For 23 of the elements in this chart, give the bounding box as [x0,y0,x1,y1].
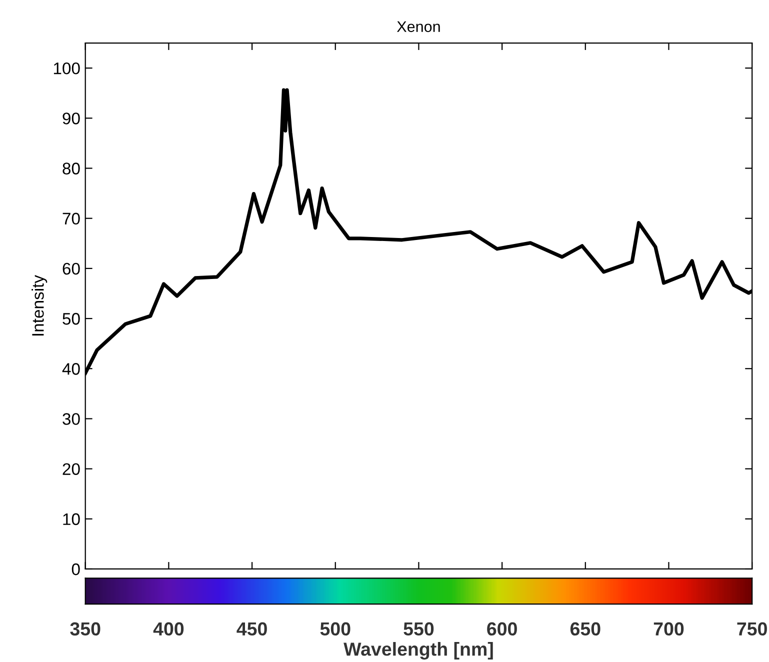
x-tick-label: 450 [236,622,267,636]
y-tick-label: 100 [54,62,80,74]
y-tick-label: 40 [62,363,80,375]
y-tick-label: 20 [62,463,80,476]
y-axis-title: Intensity [32,275,48,336]
y-tick-label: 70 [62,212,80,225]
x-tick-label: 650 [570,622,600,636]
y-tick-label: 50 [62,312,80,325]
y-tick-label: 90 [62,112,80,124]
y-tick-label: 60 [62,262,80,275]
x-tick-label: 750 [737,622,767,636]
x-tick-label: 350 [70,622,100,636]
x-axis-title: Wavelength [nm] [344,642,493,660]
x-tick-label: 500 [320,622,350,636]
y-tick-label: 10 [63,513,80,526]
y-tick-label: 30 [62,413,80,425]
x-tick-label: 600 [487,622,517,636]
chart-title: Xenon [396,21,440,32]
x-tick-label: 550 [404,622,434,636]
y-tick-label: 80 [62,162,80,174]
y-tick-label: 0 [72,563,80,576]
x-tick-label: 700 [654,622,684,636]
x-tick-label: 400 [153,622,184,636]
